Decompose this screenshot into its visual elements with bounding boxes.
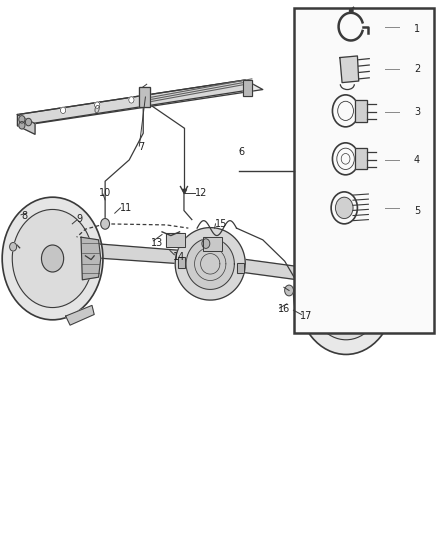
Circle shape (95, 102, 100, 108)
Circle shape (330, 265, 337, 273)
Polygon shape (66, 305, 94, 325)
Polygon shape (18, 80, 245, 126)
Circle shape (318, 292, 325, 300)
Circle shape (60, 107, 66, 114)
Polygon shape (18, 115, 35, 134)
Text: 14: 14 (173, 252, 185, 262)
Polygon shape (186, 238, 234, 289)
Circle shape (25, 118, 32, 126)
Circle shape (298, 237, 394, 354)
Bar (166, 233, 185, 247)
Circle shape (12, 209, 93, 308)
Polygon shape (175, 228, 245, 300)
Circle shape (310, 252, 382, 340)
Circle shape (202, 239, 210, 248)
Circle shape (285, 285, 293, 296)
Text: 4: 4 (414, 155, 420, 165)
Text: 15: 15 (215, 219, 227, 229)
Bar (139, 87, 150, 107)
Text: 12: 12 (195, 188, 207, 198)
Polygon shape (18, 80, 263, 124)
Text: 0: 0 (93, 106, 99, 115)
Bar (243, 80, 252, 96)
Polygon shape (293, 273, 313, 318)
Bar (203, 237, 222, 251)
Circle shape (330, 318, 337, 327)
Polygon shape (81, 243, 182, 264)
Circle shape (355, 318, 362, 327)
Text: 1: 1 (414, 25, 420, 34)
Bar (166, 233, 185, 247)
Circle shape (367, 292, 374, 300)
Circle shape (336, 197, 353, 219)
Text: 7: 7 (138, 142, 144, 151)
Text: 16: 16 (278, 304, 290, 314)
Text: 2: 2 (414, 64, 420, 74)
Polygon shape (239, 259, 337, 285)
Bar (294, 8, 434, 333)
Polygon shape (81, 237, 101, 280)
Circle shape (332, 279, 360, 312)
Bar (178, 257, 185, 268)
Bar (355, 148, 367, 169)
Bar (243, 80, 252, 96)
Text: 11: 11 (120, 203, 133, 213)
Bar (139, 87, 150, 107)
Circle shape (101, 219, 110, 229)
Text: 5: 5 (414, 206, 420, 215)
Circle shape (350, 9, 353, 13)
Circle shape (42, 245, 64, 272)
Text: 13: 13 (151, 238, 163, 247)
Text: 8: 8 (21, 211, 27, 221)
Bar (178, 257, 185, 268)
Bar (203, 237, 222, 251)
Circle shape (355, 265, 362, 273)
Text: 10: 10 (99, 188, 111, 198)
Bar (355, 148, 367, 169)
Bar (355, 100, 367, 122)
Circle shape (19, 122, 25, 129)
Text: 3: 3 (414, 107, 420, 117)
Circle shape (10, 243, 17, 251)
Text: 17: 17 (300, 311, 312, 320)
Text: 6: 6 (239, 147, 245, 157)
Circle shape (19, 116, 25, 123)
Text: 9: 9 (77, 214, 83, 223)
Bar (355, 100, 367, 122)
Circle shape (129, 97, 134, 103)
Circle shape (2, 197, 103, 320)
Bar (237, 263, 244, 273)
Polygon shape (340, 56, 359, 83)
Bar (237, 263, 244, 273)
